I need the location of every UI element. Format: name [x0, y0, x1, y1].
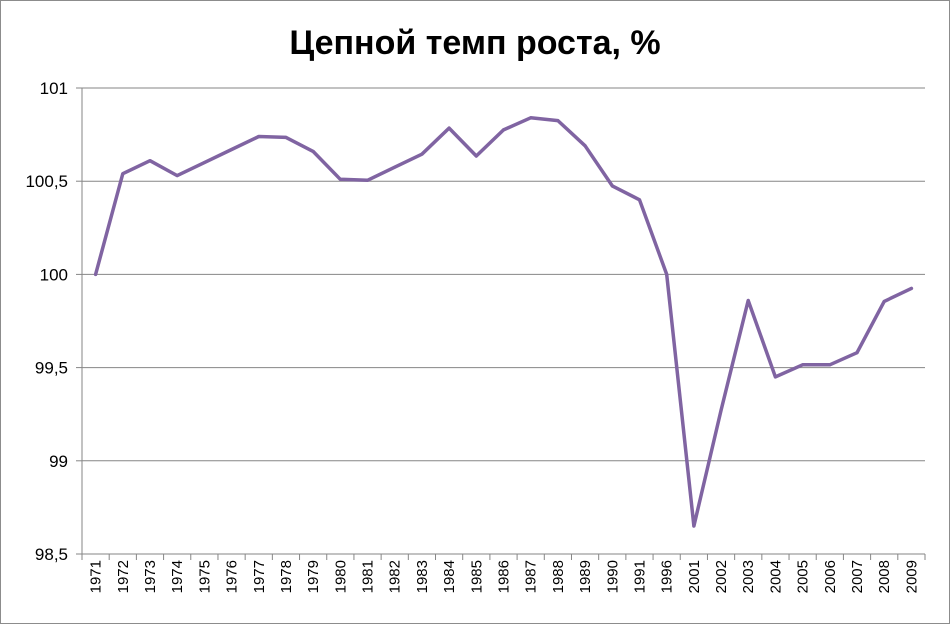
data-point: [202, 161, 206, 165]
chart-title: Цепной темп роста, %: [289, 24, 660, 62]
data-point: [121, 172, 125, 176]
data-point: [529, 116, 533, 120]
data-point: [556, 119, 560, 123]
x-tick-label: 1983: [414, 560, 431, 593]
data-point: [502, 128, 505, 132]
data-point: [366, 178, 370, 182]
axes: [81, 88, 925, 555]
x-tick-label: 2002: [713, 560, 730, 593]
data-point: [583, 144, 587, 148]
data-point: [855, 351, 859, 355]
x-tick-label: 1985: [468, 560, 485, 593]
x-tick-label: 1996: [659, 560, 676, 593]
data-point: [882, 299, 886, 303]
x-tick-label: 2007: [849, 560, 866, 593]
x-tick-label: 2004: [767, 560, 784, 593]
x-tick-label: 1989: [577, 560, 594, 593]
x-tick-label: 1980: [332, 560, 349, 593]
data-point: [284, 135, 288, 139]
x-tick-label: 1987: [523, 560, 540, 593]
x-tick-label: 2003: [740, 560, 757, 593]
x-tick-label: 1972: [115, 560, 132, 593]
y-tick-label: 99: [49, 452, 68, 471]
x-tick-label: 1990: [604, 560, 621, 593]
x-tick-label: 1973: [142, 560, 159, 593]
gridlines: [82, 87, 925, 462]
data-point: [746, 298, 750, 302]
y-tick-label: 99,5: [35, 359, 68, 378]
data-point: [692, 524, 696, 528]
x-tick-label: 1984: [441, 560, 458, 593]
data-point: [773, 375, 777, 379]
data-point: [801, 363, 805, 367]
y-tick-label: 100: [40, 265, 68, 284]
x-tick-label: 1981: [360, 560, 377, 593]
y-axis-ticks: 98,5 99 99,5 100 100,5 101: [25, 79, 82, 564]
data-point: [909, 286, 913, 290]
x-tick-label: 1978: [278, 560, 295, 593]
x-tick-label: 1977: [251, 560, 268, 593]
data-point: [447, 126, 451, 130]
x-tick-label: 2001: [686, 560, 703, 593]
data-point: [230, 148, 234, 152]
data-point: [610, 184, 614, 188]
x-tick-label: 1971: [88, 560, 105, 593]
x-tick-label: 2006: [822, 560, 839, 593]
y-tick-label: 98,5: [35, 545, 68, 564]
y-tick-label: 101: [40, 79, 68, 98]
data-point: [420, 152, 424, 156]
x-tick-label: 2009: [903, 560, 920, 593]
x-tick-label: 1986: [496, 560, 513, 593]
data-point: [94, 272, 98, 276]
data-point: [828, 363, 832, 367]
x-tick-label: 1976: [224, 560, 241, 593]
data-point: [257, 134, 261, 138]
x-tick-label: 2008: [876, 560, 893, 593]
data-point: [719, 408, 723, 412]
x-tick-label: 1991: [631, 560, 648, 593]
data-point: [148, 159, 152, 163]
series-group: [93, 116, 914, 528]
data-point: [393, 165, 397, 169]
data-point: [311, 149, 315, 153]
data-point: [637, 198, 641, 202]
data-point: [338, 177, 342, 181]
x-tick-label: 1988: [550, 560, 567, 593]
x-tick-label: 1974: [169, 560, 186, 593]
x-tick-label: 2005: [795, 560, 812, 593]
data-point: [175, 174, 179, 178]
x-tick-label: 1979: [305, 560, 322, 593]
x-tick-label: 1975: [196, 560, 213, 593]
data-point: [665, 272, 669, 276]
data-point: [474, 154, 478, 158]
x-tick-label: 1982: [387, 560, 404, 593]
y-tick-label: 100,5: [25, 172, 68, 191]
series-line: [93, 116, 914, 528]
x-axis-ticks: 1971 1972 1973 1974 1975 1976 1977 1978 1979 1980…: [81, 554, 926, 593]
